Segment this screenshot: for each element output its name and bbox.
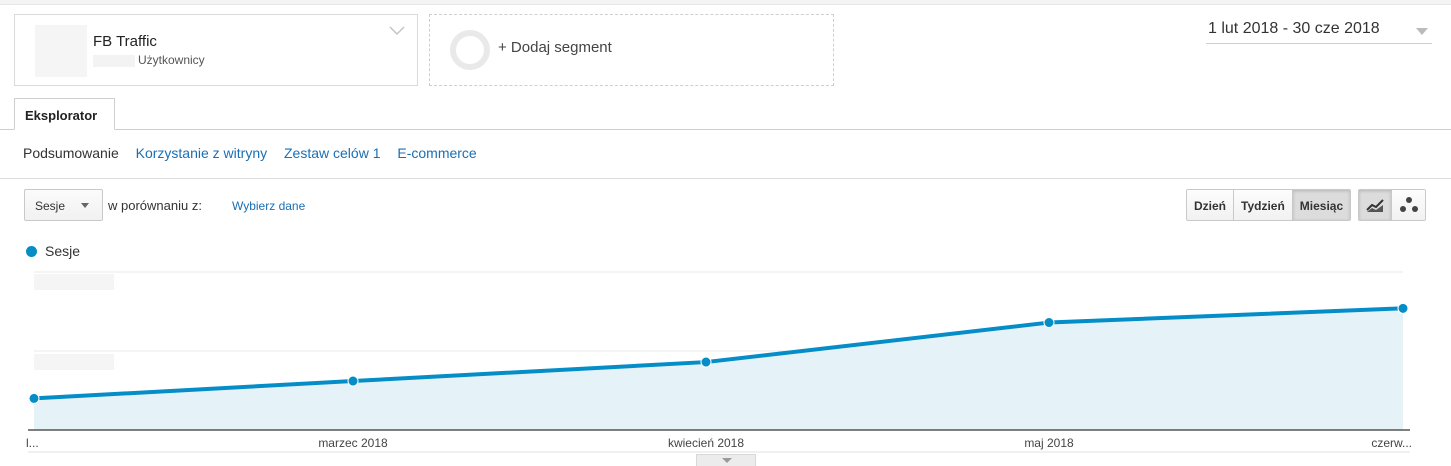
subnav-summary[interactable]: Podsumowanie	[23, 145, 119, 161]
segment-avatar	[35, 25, 87, 77]
granularity-month-button[interactable]: Miesiąc	[1292, 190, 1351, 220]
caret-down-icon	[81, 203, 89, 208]
segment-count-placeholder	[93, 55, 135, 67]
data-point-0	[28, 392, 40, 404]
x-tick-label-0: l...	[26, 436, 39, 450]
report-subnav: Podsumowanie Korzystanie z witryny Zesta…	[23, 145, 490, 161]
add-segment-label: + Dodaj segment	[498, 39, 612, 56]
segment-subtitle: Użytkownicy	[138, 53, 205, 67]
subnav-ecommerce[interactable]: E-commerce	[397, 145, 477, 161]
expand-chart-button[interactable]	[696, 454, 756, 466]
data-point-4	[1397, 302, 1409, 314]
legend-marker	[26, 245, 37, 257]
legend-label: Sesje	[45, 243, 81, 259]
caret-down-icon	[722, 458, 732, 463]
granularity-week-button[interactable]: Tydzień	[1234, 190, 1293, 220]
line-chart-icon	[1366, 199, 1384, 212]
sessions-chart: l... marzec 2018 kwiecień 2018 maj 2018 czer…	[0, 262, 1451, 466]
add-segment-button[interactable]: + Dodaj segment	[429, 14, 834, 86]
subnav-goal-set-1[interactable]: Zestaw celów 1	[284, 145, 381, 161]
chart-plot: l... marzec 2018 kwiecień 2018 maj 2018 czer…	[26, 271, 1412, 453]
data-point-1	[347, 375, 359, 387]
date-range-label: 1 lut 2018 - 30 cze 2018	[1208, 20, 1380, 37]
granularity-toggle: Dzień Tydzień Miesiąc	[1186, 189, 1352, 221]
data-point-2	[700, 356, 712, 368]
caret-down-icon	[1416, 28, 1428, 35]
chevron-down-icon[interactable]	[389, 25, 405, 37]
line-chart-button[interactable]	[1359, 190, 1392, 220]
granularity-day-button[interactable]: Dzień	[1187, 190, 1235, 220]
chart-type-toggle	[1358, 189, 1426, 221]
motion-chart-icon	[1399, 197, 1418, 212]
segment-title: FB Traffic	[93, 33, 157, 50]
tab-bar-divider	[0, 129, 1451, 130]
segment-card[interactable]: FB Traffic Użytkownicy	[14, 14, 418, 86]
segment-ring-icon	[450, 30, 490, 70]
panel-divider	[0, 178, 1451, 179]
metric-dropdown-label: Sesje	[35, 199, 66, 213]
y-axis-label-mid	[34, 354, 114, 370]
compare-label: w porównaniu z:	[108, 198, 202, 213]
chart-legend: Sesje	[26, 243, 80, 259]
x-tick-label-2: kwiecień 2018	[668, 436, 744, 450]
select-metric-link[interactable]: Wybierz dane	[232, 199, 306, 213]
date-range-picker[interactable]: 1 lut 2018 - 30 cze 2018	[1206, 18, 1432, 44]
x-tick-label-4: czerw...	[1371, 436, 1412, 450]
motion-chart-button[interactable]	[1392, 190, 1425, 220]
y-axis-label-top	[34, 274, 114, 290]
x-tick-label-3: maj 2018	[1024, 436, 1074, 450]
x-tick-label-1: marzec 2018	[318, 436, 388, 450]
series-area	[34, 308, 1403, 430]
tab-explorer[interactable]: Eksplorator	[14, 98, 115, 130]
subnav-site-usage[interactable]: Korzystanie z witryny	[135, 145, 268, 161]
top-strip	[0, 0, 1451, 5]
data-point-3	[1043, 317, 1055, 329]
metric-dropdown[interactable]: Sesje	[24, 189, 103, 221]
